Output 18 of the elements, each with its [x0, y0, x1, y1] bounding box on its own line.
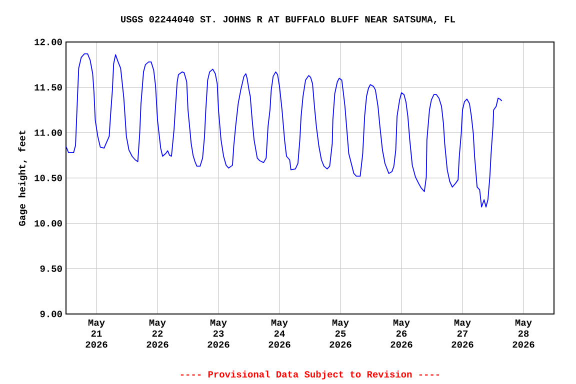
chart-title: USGS 02244040 ST. JOHNS R AT BUFFALO BLUFF NEAR SATSUMA, FL [121, 16, 456, 24]
x-tick-label: May 21 2026 [86, 320, 108, 348]
y-tick-label: 9.50 [40, 265, 62, 272]
y-tick-label: 11.00 [34, 129, 62, 136]
y-tick-label: 9.00 [40, 310, 62, 318]
text: ---- Provisional Data Subject to Revision ---- [180, 370, 440, 380]
y-tick-label: 10.00 [34, 220, 62, 227]
y-axis-title: Gage height, feet [18, 130, 28, 226]
x-tick-label: May 23 2026 [208, 320, 230, 348]
y-tick-label: 12.00 [34, 38, 62, 46]
y-tick-label: 11.50 [34, 84, 62, 91]
x-tick-label: May 28 2026 [512, 320, 534, 348]
x-tick-label: May 24 2026 [268, 320, 290, 348]
x-tick-label: May 22 2026 [146, 320, 168, 348]
x-tick-label: May 27 2026 [452, 320, 474, 348]
y-tick-label: 10.50 [34, 174, 62, 182]
x-tick-label: May 26 2026 [390, 320, 412, 348]
x-tick-label: May 25 2026 [330, 320, 352, 348]
